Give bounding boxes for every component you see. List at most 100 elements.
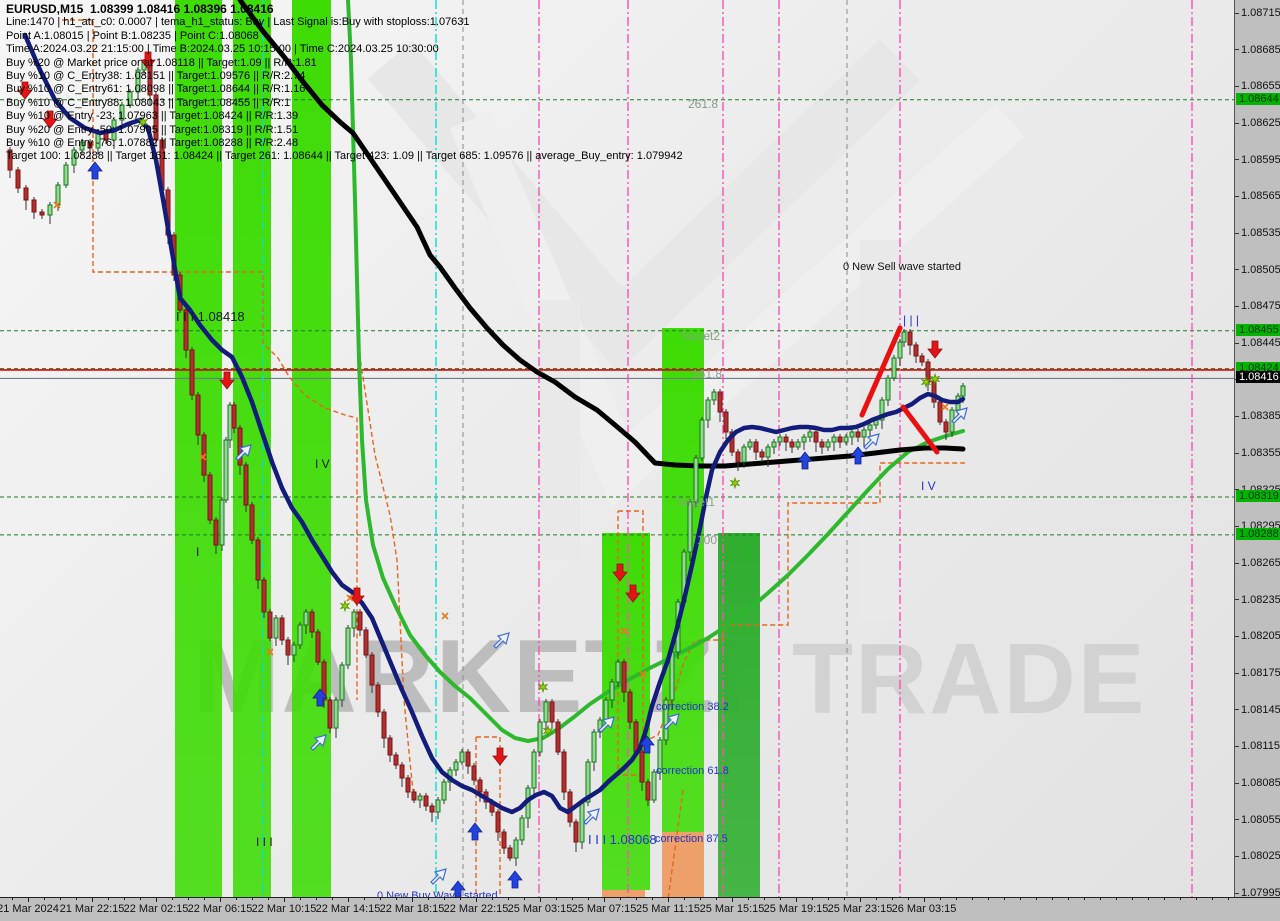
candle-body: [79, 141, 85, 151]
candle-body: [543, 701, 549, 723]
trailing-stop-line: [357, 344, 415, 801]
time-axis-label: 22 Mar 18:15: [379, 903, 445, 915]
candle-body: [261, 579, 267, 613]
time-minor-tick: [732, 898, 733, 900]
candle-body: [399, 764, 405, 779]
time-minor-tick: [636, 898, 637, 900]
target-price-badge: 1.08455: [1236, 323, 1280, 336]
chart-label: I V: [921, 479, 936, 493]
candle-body: [47, 204, 53, 216]
candle-body: [777, 436, 783, 443]
time-minor-tick: [780, 898, 781, 900]
candle-body: [495, 811, 501, 833]
info-line: Buy %20 @ Market price or at 1.08118 || …: [6, 56, 317, 69]
sell-arrow-icon: [612, 563, 628, 582]
price-tick: [1235, 709, 1239, 711]
chart-label: correction 61.8: [656, 765, 729, 777]
time-minor-tick: [764, 898, 765, 900]
time-minor-tick: [492, 898, 493, 900]
chart-label: 0 New Buy Wave started: [377, 890, 498, 898]
candle-body: [127, 91, 133, 106]
time-minor-tick: [396, 898, 397, 900]
info-line: Buy %10 @ C_Entry88: 1.08043 || Target:1…: [6, 96, 291, 109]
candle-body: [879, 399, 885, 421]
time-axis-label: 26 Mar 03:15: [891, 903, 957, 915]
candle-body: [119, 104, 125, 121]
star-marker-icon: [137, 115, 149, 129]
candle-body: [657, 739, 663, 773]
time-tick: [732, 898, 733, 902]
candle-body: [735, 451, 741, 463]
price-axis-label: 1.08565: [1241, 190, 1280, 203]
candle-body: [405, 777, 411, 793]
candle-body: [831, 436, 837, 443]
time-tick: [156, 898, 157, 902]
red-trendline: [859, 325, 903, 418]
candle-body: [309, 611, 315, 633]
chart-label: I V: [315, 457, 330, 471]
target-price-badge: 1.08288: [1236, 527, 1280, 540]
cross-marker-icon: [346, 594, 354, 602]
chart-label: 261.8: [688, 97, 719, 111]
candle-body: [87, 141, 93, 149]
info-line: Target 100: 1.08288 || Target 161: 1.084…: [6, 150, 683, 163]
correction-zone: [662, 832, 704, 897]
chart-label: correction 38.2: [656, 701, 729, 713]
star-marker-icon: [929, 372, 941, 386]
time-minor-tick: [956, 898, 957, 900]
cross-marker-icon: [266, 648, 274, 656]
time-minor-tick: [172, 898, 173, 900]
chart-plot-area[interactable]: MARKETZI TRADE 261.8 Target2 161.8 Target1 1…: [0, 0, 1235, 897]
time-tick: [796, 898, 797, 902]
trailing-stop-line: [617, 510, 644, 776]
info-line: Buy %20 @ Entry -50: 1.07905 || Target:1…: [6, 123, 299, 136]
candle-body: [459, 751, 465, 763]
candle-body: [723, 411, 729, 433]
time-minor-tick: [60, 898, 61, 900]
time-tick: [220, 898, 221, 902]
time-minor-tick: [892, 898, 893, 900]
candle-body: [345, 627, 351, 666]
time-axis-label: 22 Mar 14:15: [315, 903, 381, 915]
buy-signal-zone: [175, 0, 222, 897]
hollow-up-arrow-icon: [310, 734, 327, 751]
chart-label: I I I 1.08068: [588, 832, 657, 847]
time-axis-label: 25 Mar 15:15: [699, 903, 765, 915]
candle-body: [213, 519, 219, 546]
time-tick: [28, 898, 29, 902]
price-axis-label: 1.08025: [1241, 850, 1280, 863]
price-axis-label: 1.08475: [1241, 300, 1280, 313]
candle-body: [633, 721, 639, 753]
time-minor-tick: [588, 898, 589, 900]
time-minor-tick: [1212, 898, 1213, 900]
time-minor-tick: [236, 898, 237, 900]
time-minor-tick: [508, 898, 509, 900]
candle-body: [23, 187, 29, 201]
candle-body: [771, 441, 777, 448]
time-minor-tick: [748, 898, 749, 900]
time-minor-tick: [252, 898, 253, 900]
time-minor-tick: [1196, 898, 1197, 900]
time-minor-tick: [76, 898, 77, 900]
sell-arrow-icon: [492, 747, 508, 766]
candle-body: [471, 765, 477, 781]
price-tick: [1235, 452, 1239, 454]
target-price-badge: 1.08644: [1236, 92, 1280, 105]
time-tick: [540, 898, 541, 902]
candle-body: [937, 401, 943, 423]
chart-canvas[interactable]: [0, 0, 1234, 897]
candle-body: [699, 419, 705, 459]
price-axis-label: 1.08115: [1241, 740, 1280, 753]
candle-body: [813, 431, 819, 443]
time-axis-label: 22 Mar 02:15: [123, 903, 189, 915]
time-axis[interactable]: 21 Mar 2024 21 Mar 22:15 22 Mar 02:15 22 Ma…: [0, 897, 1280, 921]
candle-body: [513, 839, 519, 859]
candle-body: [943, 421, 949, 433]
price-tick: [1235, 342, 1239, 344]
price-tick: [1235, 672, 1239, 674]
time-minor-tick: [524, 898, 525, 900]
price-axis[interactable]: 1.08715 1.08685 1.08655 1.08625 1.08595 1.085…: [1235, 0, 1280, 899]
star-marker-icon: [339, 599, 351, 613]
candle-body: [843, 436, 849, 443]
candle-body: [663, 699, 669, 741]
